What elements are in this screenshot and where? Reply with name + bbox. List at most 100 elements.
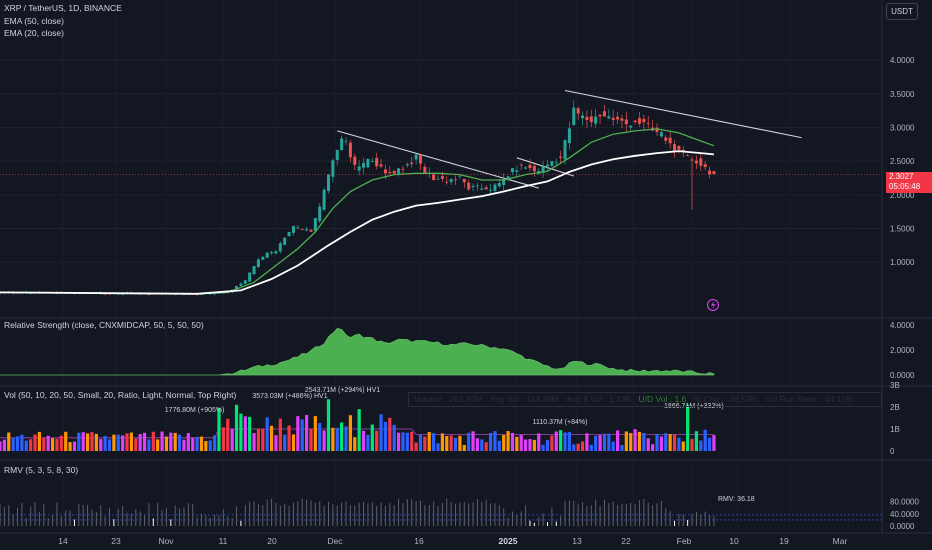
candle	[475, 182, 479, 192]
volume-bar	[116, 434, 120, 451]
rs-legend[interactable]: Relative Strength (close, CNXMIDCAP, 50,…	[4, 320, 204, 330]
volume-bar	[81, 432, 85, 451]
volume-bar	[707, 437, 712, 451]
trendlines	[337, 89, 802, 189]
ema50-legend[interactable]: EMA (50, close)	[4, 16, 64, 26]
rmv-tick-label: 0.0000	[890, 522, 915, 531]
volume-stats-box: Volume : 262.37M Avg Vol : 413.39M Avg $…	[408, 392, 882, 407]
trendline-2[interactable]	[516, 157, 574, 177]
volume-bar	[204, 441, 208, 451]
volume-bar	[265, 417, 269, 451]
volume-bar	[112, 434, 116, 451]
symbol-title[interactable]: XRP / TetherUS, 1D, BINANCE	[4, 3, 122, 13]
volume-bar	[375, 430, 379, 451]
price-tick-label: 1.0000	[890, 258, 915, 267]
candle	[624, 111, 628, 133]
candle	[375, 152, 379, 170]
time-tick-label: Mar	[833, 536, 848, 546]
volume-bar	[134, 438, 138, 451]
flash-icon[interactable]	[707, 299, 719, 311]
volume-bar	[50, 438, 55, 451]
volume-bar	[191, 437, 195, 451]
volume-bar	[90, 432, 94, 451]
volume-bar	[392, 424, 396, 451]
volume-bar	[296, 416, 300, 451]
volume-bar	[528, 438, 532, 451]
candle	[664, 134, 668, 145]
candle	[278, 241, 282, 254]
candle	[243, 280, 247, 285]
vol-tick-label: 1B	[890, 425, 900, 434]
volume-bar	[129, 432, 133, 451]
volume-bar	[405, 432, 409, 451]
volume-bar	[361, 430, 366, 451]
volume-bar	[55, 438, 59, 451]
price-tick-label: 3.0000	[890, 124, 915, 133]
volume-bar	[169, 432, 173, 451]
volume-bar	[436, 443, 440, 451]
volume-bar	[602, 433, 607, 451]
volume-bar	[396, 432, 401, 451]
rmv-tick-label: 40.0000	[890, 510, 919, 519]
bar-countdown: 05:05:48	[889, 182, 921, 191]
volume-bar	[186, 433, 190, 451]
volume-bar	[278, 418, 282, 451]
volume-bar	[668, 434, 672, 451]
volume-bar	[440, 433, 444, 451]
candle	[572, 100, 576, 126]
time-tick-label: 20	[267, 536, 277, 546]
volume-bar	[261, 428, 265, 451]
volume-bar	[493, 431, 497, 451]
volume-bar	[427, 432, 431, 451]
candle	[528, 158, 532, 172]
currency-button[interactable]: USDT	[886, 3, 918, 20]
candle	[414, 153, 418, 165]
volume-bar	[506, 430, 510, 451]
volume-bar	[475, 438, 480, 451]
volume-bar	[646, 438, 650, 451]
time-tick-label: Feb	[677, 536, 692, 546]
volume-bar	[559, 430, 563, 451]
volume-bar	[151, 431, 155, 451]
volume-bar	[344, 426, 348, 451]
volume-bar	[615, 430, 620, 451]
volume-bar	[160, 431, 164, 451]
volume-bar	[585, 433, 589, 451]
volume-bar	[607, 433, 611, 451]
volume-bar	[651, 444, 655, 451]
time-tick-label: 11	[219, 536, 228, 546]
price-tick-label: 2.0000	[890, 191, 915, 200]
volume-bar	[471, 431, 475, 451]
volume-bar	[248, 416, 252, 451]
candle	[353, 153, 357, 170]
volume-bar	[326, 399, 331, 451]
volume-bar	[164, 436, 169, 451]
rmv-pane	[0, 498, 882, 526]
volume-bar	[532, 439, 536, 451]
candle	[449, 177, 453, 185]
candle	[515, 165, 519, 178]
candle	[252, 265, 256, 276]
rmv-value-label: RMV: 36.18	[718, 496, 755, 503]
trendline-1[interactable]	[337, 130, 539, 189]
volume-bar	[335, 427, 339, 451]
volume-bar	[234, 404, 239, 451]
candle	[397, 167, 401, 177]
vol-legend[interactable]: Vol (50, 10, 20, 50, Small, 20, Ratio, L…	[4, 390, 237, 400]
ema20-legend[interactable]: EMA (20, close)	[4, 28, 64, 38]
rmv-legend[interactable]: RMV (5, 3, 5, 8, 30)	[4, 465, 79, 475]
candle	[305, 226, 309, 232]
trendline-3[interactable]	[564, 89, 802, 139]
candle	[270, 250, 274, 255]
volume-bar	[598, 434, 602, 451]
candle	[261, 256, 265, 260]
candle	[392, 170, 396, 175]
volume-bar	[103, 436, 107, 451]
volume-bar	[611, 441, 615, 451]
candle	[594, 109, 598, 128]
volume-bar	[20, 434, 24, 451]
volume-bar	[199, 436, 204, 451]
volume-bar	[37, 431, 42, 451]
candle	[629, 125, 633, 132]
